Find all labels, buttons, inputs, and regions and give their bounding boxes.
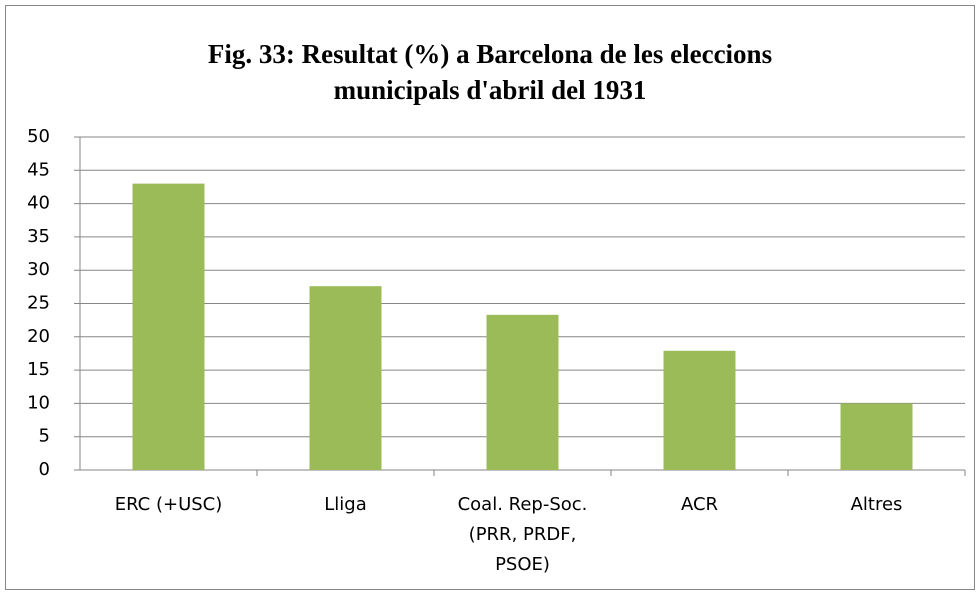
x-tick-label: ERC (+USC): [114, 494, 223, 515]
y-tick-label: 45: [27, 159, 50, 180]
bar: [486, 314, 559, 470]
bar: [132, 183, 205, 470]
y-tick-label: 10: [27, 392, 50, 413]
y-tick-label: 15: [27, 359, 50, 380]
bar: [309, 286, 382, 470]
y-tick-label: 20: [27, 326, 50, 347]
x-tick-label: Coal. Rep-Soc. (PRR, PRDF, PSOE): [457, 494, 588, 575]
y-tick-label: 0: [39, 459, 50, 480]
y-tick-label: 40: [27, 193, 50, 214]
chart-title: Fig. 33: Resultat (%) a Barcelona de les…: [207, 39, 773, 105]
y-tick-label: 50: [27, 126, 50, 147]
x-tick-label: ACR: [680, 494, 719, 515]
x-tick-label: Altres: [850, 494, 903, 515]
bar: [663, 350, 736, 470]
y-tick-label: 35: [27, 226, 50, 247]
y-tick-label: 5: [39, 426, 50, 447]
bar: [840, 403, 913, 470]
y-tick-label: 30: [27, 259, 50, 280]
x-tick-label: Lliga: [324, 494, 367, 515]
y-tick-label: 25: [27, 293, 50, 314]
